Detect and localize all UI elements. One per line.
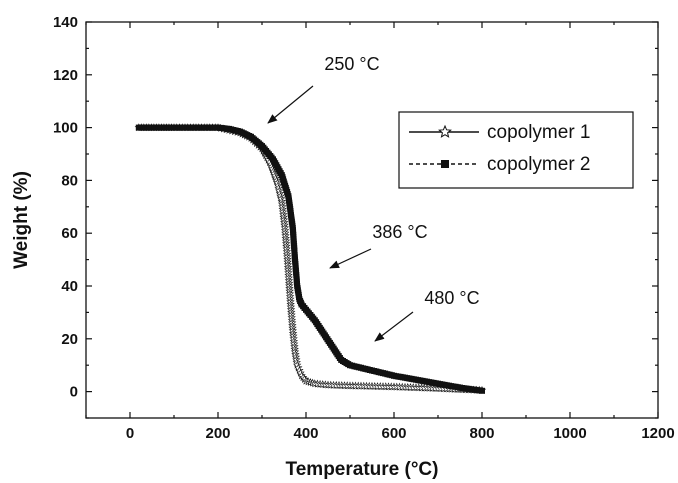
legend-item: copolymer 1: [409, 122, 591, 143]
x-tick-label: 1000: [553, 425, 586, 442]
annotations: 250 °C 386 °C 480 °C: [267, 54, 480, 342]
legend-star-icon: [438, 124, 452, 138]
axes: 0 200 400 600 800 1000 1200 0 20 40 60 80 100 120 140 T…: [11, 14, 675, 480]
y-tick-label: 60: [61, 225, 78, 242]
legend-label: copolymer 2: [487, 154, 591, 175]
legend: copolymer 1 copolymer 2: [398, 111, 634, 189]
y-tick-label: 100: [53, 120, 78, 137]
x-tick-label: 600: [381, 425, 406, 442]
annotation-label: 480 °C: [424, 288, 479, 308]
x-tick-label: 0: [126, 425, 134, 442]
annotation-arrow: [374, 311, 414, 342]
x-tick-label: 800: [469, 425, 494, 442]
annotation-label: 250 °C: [324, 54, 379, 74]
data-point: [479, 387, 485, 394]
y-tick-label: 20: [61, 331, 78, 348]
series-layer: [134, 123, 487, 394]
legend-box: [398, 111, 634, 189]
x-tick-label: 1200: [641, 425, 674, 442]
y-tick-label: 0: [70, 384, 78, 401]
y-tick-label: 80: [61, 172, 78, 189]
y-tick-label: 40: [61, 278, 78, 295]
annotation-arrow: [329, 248, 372, 269]
plot-frame: [85, 21, 659, 419]
annotation-label: 386 °C: [372, 222, 427, 242]
annotation-arrow: [267, 85, 314, 124]
legend-item: copolymer 2: [409, 154, 591, 175]
y-tick-label: 120: [53, 67, 78, 84]
y-tick-label: 140: [53, 14, 78, 31]
y-axis-title: Weight (%): [11, 171, 32, 269]
legend-label: copolymer 1: [487, 122, 591, 143]
x-tick-label: 200: [205, 425, 230, 442]
legend-square-icon: [441, 160, 449, 168]
x-axis-title: Temperature (°C): [286, 459, 439, 480]
series-copolymer-2: [135, 124, 485, 394]
x-tick-label: 400: [293, 425, 318, 442]
